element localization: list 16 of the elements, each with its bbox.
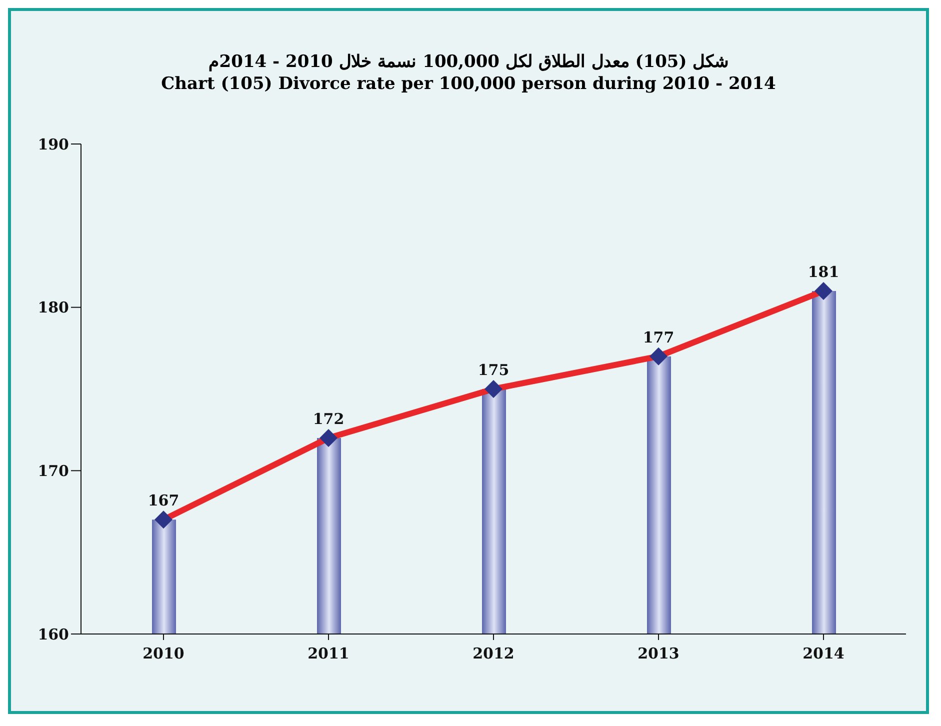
data-label: 181 — [808, 263, 840, 281]
y-tick-label: 170 — [38, 462, 69, 480]
x-tick-label: 2012 — [472, 644, 514, 663]
x-tick-label: 2011 — [308, 644, 350, 663]
data-label: 172 — [312, 410, 344, 428]
chart-title: شكل (105) معدل الطلاق لكل 100,000 نسمة خلال 2010 - 2014م — [207, 51, 730, 72]
data-label: 175 — [478, 361, 510, 379]
data-label: 167 — [148, 492, 180, 510]
y-tick-label: 160 — [38, 625, 69, 644]
y-tick-label: 180 — [38, 298, 69, 317]
x-tick-label: 2010 — [142, 644, 184, 663]
x-tick-label: 2013 — [638, 644, 680, 663]
data-label: 177 — [642, 328, 674, 346]
chart-subtitle: Chart (105) Divorce rate per 100,000 person during 2010 - 2014 — [160, 74, 777, 94]
y-tick-label: 190 — [38, 135, 69, 154]
x-tick-label: 2014 — [802, 644, 844, 663]
